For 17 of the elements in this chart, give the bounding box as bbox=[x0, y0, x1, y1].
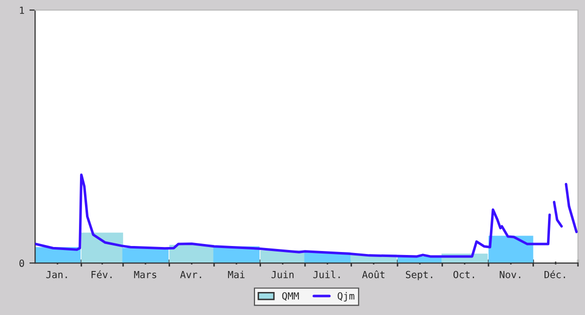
x-tick-label: Oct. bbox=[453, 270, 474, 278]
x-tick-label: Juil. bbox=[313, 270, 340, 278]
x-tick-label: Sept. bbox=[406, 270, 432, 280]
x-tick-label: Juin bbox=[271, 270, 294, 278]
y-tick-label: 0 bbox=[19, 260, 24, 267]
bar bbox=[488, 236, 534, 264]
x-tick-label: Fév. bbox=[92, 270, 112, 278]
x-tick-label: Déc. bbox=[544, 270, 565, 278]
legend-label: QMM bbox=[282, 292, 299, 301]
x-tick-label: Nov. bbox=[500, 271, 520, 278]
legend-label: Qjm bbox=[338, 292, 354, 302]
y-tick-label: 1 bbox=[20, 6, 24, 14]
x-tick-label: Avr. bbox=[180, 271, 202, 278]
x-tick-label: Août bbox=[362, 270, 384, 278]
x-tick-label: Jan. bbox=[46, 271, 67, 278]
x-tick-label: Mai bbox=[228, 270, 245, 278]
x-tick-label: Mars bbox=[134, 271, 156, 278]
